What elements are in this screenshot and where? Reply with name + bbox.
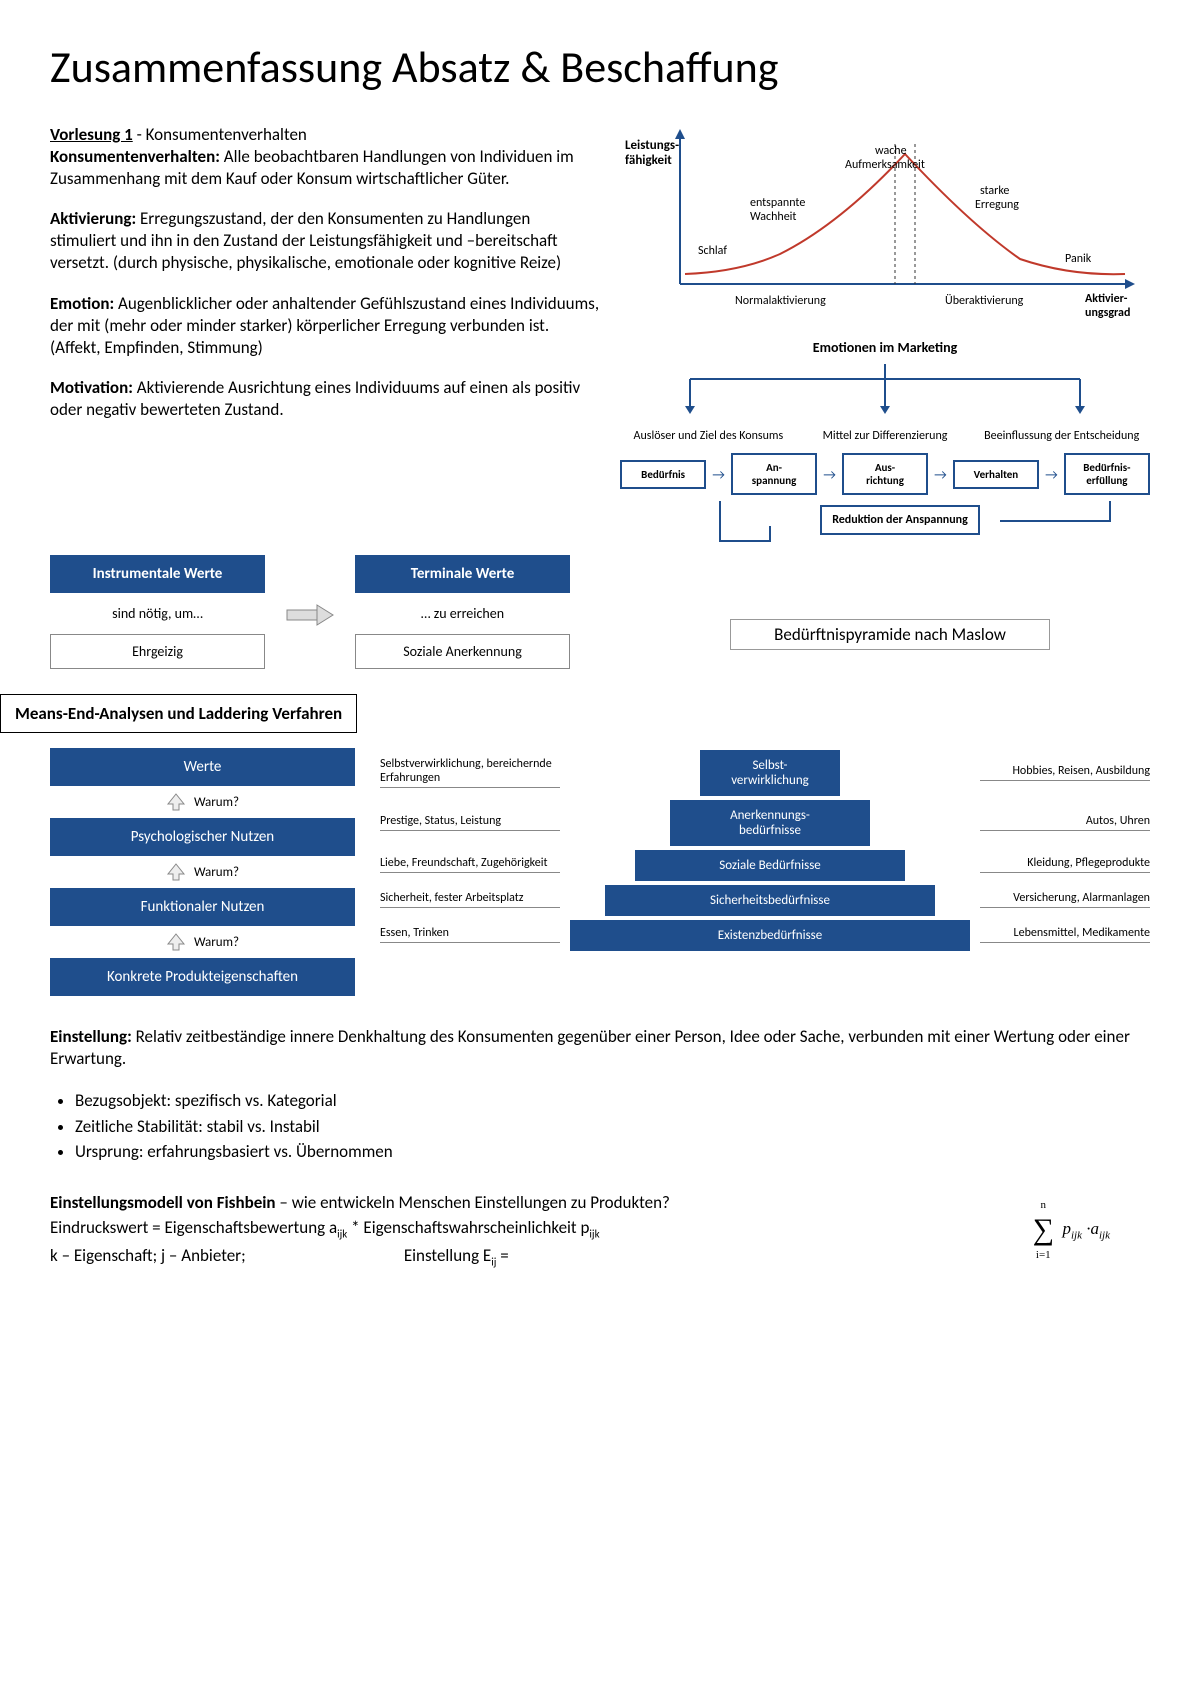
def-term-5: Einstellung: <box>50 1026 132 1047</box>
svg-text:Aufmerksamkeit: Aufmerksamkeit <box>845 158 925 172</box>
def-aktivierung: Aktivierung: Erregungszustand, der den K… <box>50 208 600 274</box>
def-text-3: Augenblicklicher oder anhaltender Gefühl… <box>50 293 599 358</box>
svg-text:Erregung: Erregung <box>975 198 1019 212</box>
svg-text:Aktivier-: Aktivier- <box>1085 292 1128 306</box>
terminal-example: Soziale Anerkennung <box>355 634 570 669</box>
svg-text:Überaktivierung: Überaktivierung <box>945 293 1024 308</box>
flow-arrow-icon: → <box>1045 466 1058 483</box>
flow-box-1: Bedürfnis <box>620 460 706 489</box>
maslow-level-3: Sicherheitsbedürfnisse <box>605 883 935 916</box>
maslow-right-1: Autos, Uhren <box>980 814 1150 831</box>
terminal-header: Terminale Werte <box>355 555 570 593</box>
emotion-branch-3: Beeinflussung der Entscheidung <box>973 429 1150 443</box>
ladder-level-3: Funktionaler Nutzen <box>50 888 355 926</box>
fishbein-line2a: k – Eigenschaft; j – Anbieter; <box>50 1243 400 1269</box>
ladder-level-4: Konkrete Produkteigenschaften <box>50 958 355 996</box>
def-term-2: Aktivierung: <box>50 208 136 229</box>
fishbein-line1: Eindruckswert = Eigenschaftsbewertung ai… <box>50 1217 600 1238</box>
flow-box-3: Aus- richtung <box>842 453 928 495</box>
maslow-right-4: Lebensmittel, Medikamente <box>980 926 1150 943</box>
fishbein-line2b: Einstellung Eij = <box>404 1245 509 1266</box>
maslow-left-4: Essen, Trinken <box>380 926 560 943</box>
maslow-level-4: Existenzbedürfnisse <box>570 918 970 951</box>
ladder-why-1: Warum? <box>194 795 239 810</box>
instrumental-example: Ehrgeizig <box>50 634 265 669</box>
maslow-right-2: Kleidung, Pflegeprodukte <box>980 856 1150 873</box>
ladder-diagram: Werte Warum? Psychologischer Nutzen Waru… <box>50 748 355 996</box>
sum-lower: i=1 <box>1036 1249 1051 1261</box>
sum-upper: n <box>1041 1199 1047 1211</box>
maslow-row: Essen, Trinken Existenzbedürfnisse Leben… <box>380 918 1150 951</box>
activation-chart: Leistungs- fähigkeit Schlaf entspannte W… <box>620 124 1150 324</box>
flow-box-4: Verhalten <box>953 460 1039 489</box>
flow-box-2: An- spannung <box>731 453 817 495</box>
lecture-heading: Vorlesung 1 - Konsumentenverhalten Konsu… <box>50 124 600 190</box>
def-text-5: Relativ zeitbeständige innere Denkhaltun… <box>50 1026 1130 1069</box>
maslow-row: Prestige, Status, Leistung Anerkennungs-… <box>380 798 1150 846</box>
maslow-row: Sicherheit, fester Arbeitsplatz Sicherhe… <box>380 883 1150 916</box>
maslow-row: Selbstverwirklichung, bereichernde Erfah… <box>380 748 1150 796</box>
maslow-left-2: Liebe, Freundschaft, Zugehörigkeit <box>380 856 560 873</box>
maslow-level-2: Soziale Bedürfnisse <box>635 848 905 881</box>
up-arrow-icon <box>166 932 186 952</box>
svg-text:fähigkeit: fähigkeit <box>625 153 672 168</box>
page-title: Zusammenfassung Absatz & Beschaffung <box>50 40 1150 94</box>
maslow-row: Liebe, Freundschaft, Zugehörigkeit Sozia… <box>380 848 1150 881</box>
means-end-title: Means-End-Analysen und Laddering Verfahr… <box>0 694 357 733</box>
def-term-3: Emotion: <box>50 293 114 314</box>
bullet-item: Zeitliche Stabilität: stabil vs. Instabi… <box>75 1114 1150 1140</box>
maslow-pyramid: Selbstverwirklichung, bereichernde Erfah… <box>380 748 1150 953</box>
flow-box-5: Bedürfnis- erfüllung <box>1064 453 1150 495</box>
werte-section: Instrumentale Werte sind nötig, um… Ehrg… <box>50 555 570 669</box>
def-motivation: Motivation: Aktivierende Ausrichtung ein… <box>50 377 600 421</box>
bullet-item: Bezugsobjekt: spezifisch vs. Kategorial <box>75 1088 1150 1114</box>
maslow-title: Bedürftnispyramide nach Maslow <box>730 619 1050 650</box>
maslow-level-1: Anerkennungs- bedürfnisse <box>670 798 870 846</box>
def-term-1: Konsumentenverhalten: <box>50 146 220 167</box>
def-einstellung: Einstellung: Relativ zeitbeständige inne… <box>50 1026 1150 1070</box>
up-arrow-icon <box>166 792 186 812</box>
flow-arrow-icon: → <box>823 466 836 483</box>
maslow-left-1: Prestige, Status, Leistung <box>380 814 560 831</box>
lecture-label: Vorlesung 1 <box>50 124 133 145</box>
fishbein-formula: n ∑ i=1 pijk ·aijk <box>1033 1213 1150 1247</box>
svg-text:Panik: Panik <box>1065 252 1092 266</box>
maslow-left-3: Sicherheit, fester Arbeitsplatz <box>380 891 560 908</box>
terminal-sub: … zu erreichen <box>355 605 570 622</box>
fishbein-subtitle: – wie entwickeln Menschen Einstellungen … <box>279 1192 670 1213</box>
bullet-item: Ursprung: erfahrungsbasiert vs. Übernomm… <box>75 1139 1150 1165</box>
ladder-level-2: Psychologischer Nutzen <box>50 818 355 856</box>
werte-arrow-icon <box>285 600 335 637</box>
emotion-tree-title: Emotionen im Marketing <box>620 339 1150 356</box>
einstellung-bullets: Bezugsobjekt: spezifisch vs. KategorialZ… <box>75 1088 1150 1165</box>
maslow-level-0: Selbst- verwirklichung <box>700 748 840 796</box>
svg-text:ungsgrad: ungsgrad <box>1085 306 1130 320</box>
emotion-branch-1: Auslöser und Ziel des Konsums <box>620 429 797 443</box>
def-term-4: Motivation: <box>50 377 133 398</box>
emotion-tree: Emotionen im Marketing Auslöser und Ziel… <box>620 339 1150 443</box>
maslow-right-0: Hobbies, Reisen, Ausbildung <box>980 764 1150 781</box>
maslow-right-3: Versicherung, Alarmanlagen <box>980 891 1150 908</box>
svg-text:Schlaf: Schlaf <box>698 244 727 258</box>
svg-text:entspannte: entspannte <box>750 196 805 210</box>
def-emotion: Emotion: Augenblicklicher oder anhaltend… <box>50 293 600 359</box>
emotion-branch-2: Mittel zur Differenzierung <box>797 429 974 443</box>
svg-text:Normalaktivierung: Normalaktivierung <box>735 294 826 308</box>
svg-text:Wachheit: Wachheit <box>750 210 796 224</box>
ladder-why-2: Warum? <box>194 865 239 880</box>
svg-text:Leistungs-: Leistungs- <box>625 138 679 153</box>
maslow-left-0: Selbstverwirklichung, bereichernde Erfah… <box>380 757 560 788</box>
lecture-topic: Konsumentenverhalten <box>146 124 307 145</box>
flow-arrow-icon: → <box>934 466 947 483</box>
svg-text:starke: starke <box>980 184 1009 198</box>
svg-text:wache: wache <box>875 144 907 158</box>
instrumental-header: Instrumentale Werte <box>50 555 265 593</box>
ladder-level-1: Werte <box>50 748 355 786</box>
motivation-flow: Bedürfnis → An- spannung → Aus- richtung… <box>620 453 1150 495</box>
instrumental-sub: sind nötig, um… <box>50 605 265 622</box>
fishbein-title: Einstellungsmodell von Fishbein <box>50 1192 276 1213</box>
ladder-why-3: Warum? <box>194 935 239 950</box>
flow-arrow-icon: → <box>712 466 725 483</box>
up-arrow-icon <box>166 862 186 882</box>
